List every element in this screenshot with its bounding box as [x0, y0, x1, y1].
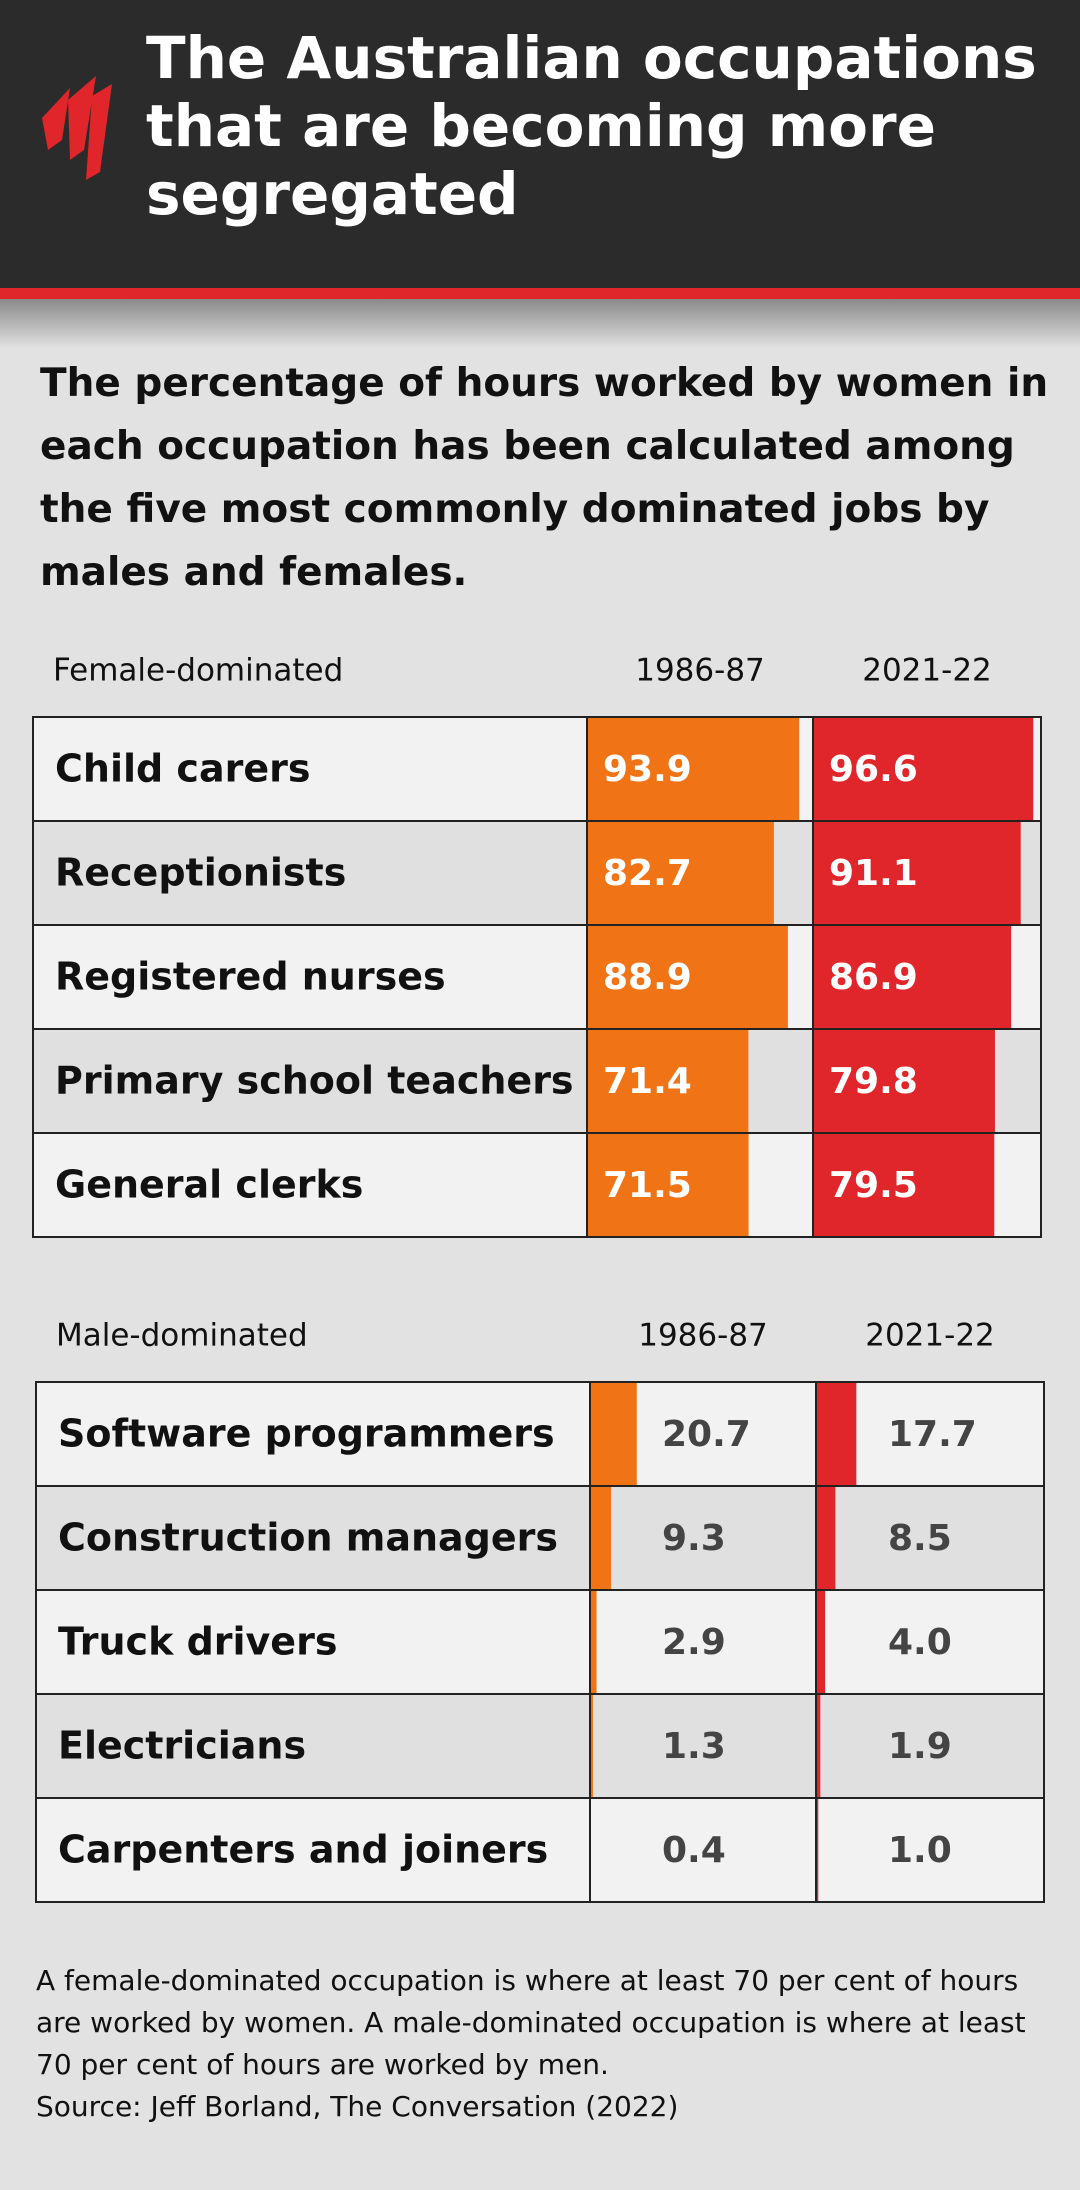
category-label: Primary school teachers — [55, 1059, 574, 1103]
title: The Australian occupations that are beco… — [146, 24, 1037, 228]
column-header: 1986-87 — [638, 1318, 768, 1354]
bar — [587, 822, 774, 924]
row-background — [36, 1694, 1044, 1798]
header-band — [0, 0, 1080, 290]
category-label: Software programmers — [58, 1412, 555, 1456]
value-label: 9.3 — [662, 1518, 726, 1559]
row-background — [36, 1590, 1044, 1694]
column-header: 2021-22 — [862, 653, 992, 689]
category-label: Truck drivers — [58, 1620, 337, 1664]
category-label: Electricians — [58, 1724, 306, 1768]
subtitle: The percentage of hours worked by women … — [40, 361, 1049, 595]
bar — [813, 1134, 995, 1236]
bar — [816, 1487, 836, 1589]
value-label: 96.6 — [829, 749, 918, 790]
bar — [816, 1799, 819, 1901]
header-shadow — [0, 299, 1080, 349]
category-label: General clerks — [55, 1163, 363, 1207]
bar — [816, 1591, 826, 1693]
value-label: 20.7 — [662, 1414, 751, 1455]
bar — [590, 1591, 597, 1693]
bar — [590, 1695, 593, 1797]
value-label: 2.9 — [662, 1622, 726, 1663]
value-label: 1.0 — [888, 1830, 952, 1871]
bar — [587, 926, 788, 1028]
bar — [813, 926, 1012, 1028]
bar — [816, 1695, 821, 1797]
column-header: 1986-87 — [635, 653, 765, 689]
note-text: A female-dominated occupation is where a… — [36, 1964, 1026, 2081]
row-background — [36, 1798, 1044, 1902]
bar — [587, 1030, 749, 1132]
bar — [813, 1030, 995, 1132]
value-label: 8.5 — [888, 1518, 952, 1559]
value-label: 79.5 — [829, 1165, 918, 1206]
column-header: 2021-22 — [865, 1318, 995, 1354]
value-label: 82.7 — [603, 853, 692, 894]
value-label: 88.9 — [603, 957, 692, 998]
header-rule — [0, 288, 1080, 299]
bar — [813, 718, 1034, 820]
bar — [590, 1487, 612, 1589]
value-label: 71.5 — [603, 1165, 692, 1206]
category-label: Receptionists — [55, 851, 346, 895]
logo — [42, 76, 112, 180]
category-label: Construction managers — [58, 1516, 558, 1560]
value-label: 1.9 — [888, 1726, 952, 1767]
value-label: 86.9 — [829, 957, 918, 998]
value-label: 93.9 — [603, 749, 692, 790]
value-label: 4.0 — [888, 1622, 952, 1663]
category-label: Child carers — [55, 747, 310, 791]
bar — [813, 822, 1021, 924]
footnote: A female-dominated occupation is where a… — [36, 1960, 1046, 2128]
value-label: 1.3 — [662, 1726, 726, 1767]
category-label: Registered nurses — [55, 955, 446, 999]
bar — [590, 1383, 637, 1485]
table-heading: Female-dominated — [53, 653, 343, 689]
table-heading: Male-dominated — [56, 1318, 308, 1354]
value-label: 71.4 — [603, 1061, 692, 1102]
value-label: 79.8 — [829, 1061, 918, 1102]
value-label: 17.7 — [888, 1414, 977, 1455]
bar — [587, 1134, 749, 1236]
value-label: 91.1 — [829, 853, 918, 894]
row-background — [36, 1486, 1044, 1590]
table-border — [32, 716, 1042, 1238]
source: Source: Jeff Borland, The Conversation (… — [36, 2090, 679, 2123]
row-background — [36, 1382, 1044, 1486]
category-label: Carpenters and joiners — [58, 1828, 548, 1872]
value-label: 0.4 — [662, 1830, 726, 1871]
bar — [816, 1383, 857, 1485]
bar — [587, 718, 800, 820]
table-border — [35, 1381, 1045, 1903]
